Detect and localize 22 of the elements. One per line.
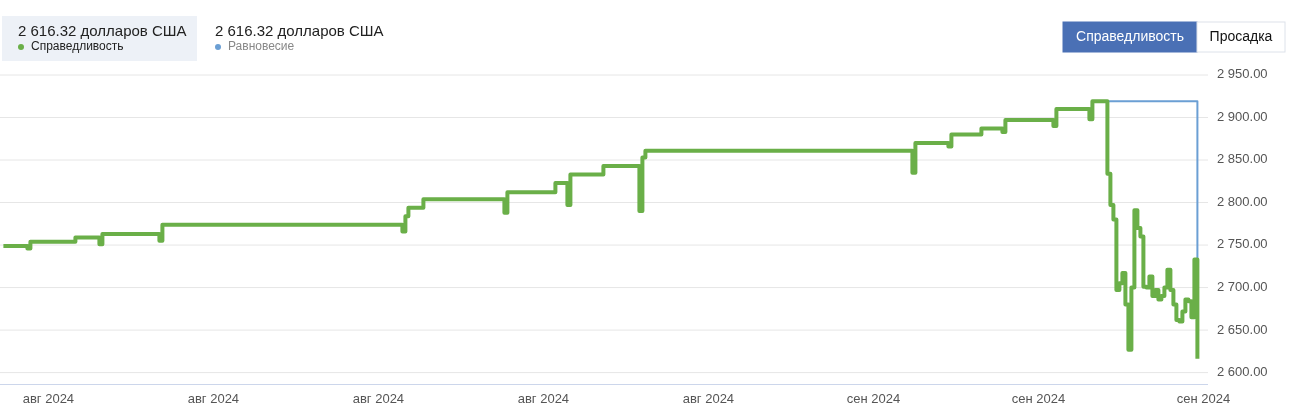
toggle-button[interactable]: Справедливость: [1062, 21, 1198, 53]
x-tick-label: сен 2024: [846, 391, 901, 407]
x-tick-label: авг 2024: [682, 391, 735, 407]
x-tick-label: сен 2024: [1176, 391, 1231, 407]
y-tick-label: 2 650.00: [1217, 321, 1268, 337]
y-tick-label: 2 850.00: [1217, 151, 1268, 167]
legend-label: Справедливость: [31, 39, 124, 54]
x-tick-label: авг 2024: [352, 391, 405, 407]
x-tick-label: авг 2024: [187, 391, 240, 407]
y-tick-label: 2 900.00: [1217, 108, 1268, 124]
y-tick-label: 2 800.00: [1217, 193, 1268, 209]
text: 2 616.32 долларов США: [215, 21, 384, 39]
x-tick-label: сен 2024: [1011, 391, 1066, 407]
legend-label: Равновесие: [228, 39, 295, 54]
y-tick-label: 2 700.00: [1217, 279, 1268, 295]
x-tick-label: авг 2024: [22, 391, 75, 407]
y-tick-label: 2 600.00: [1217, 364, 1268, 380]
text: 2 616.32 долларов США: [18, 21, 187, 39]
x-tick-label: авг 2024: [517, 391, 570, 407]
toggle-button[interactable]: Просадка: [1196, 21, 1286, 53]
y-tick-label: 2 950.00: [1217, 66, 1268, 82]
y-tick-label: 2 750.00: [1217, 236, 1268, 252]
